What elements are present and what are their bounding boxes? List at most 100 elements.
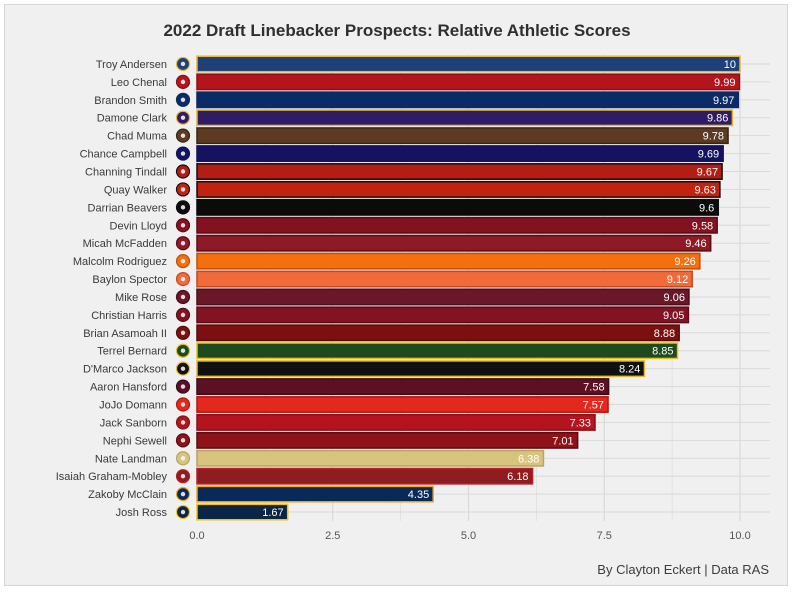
iu-logo-icon — [175, 236, 191, 251]
value-label: 9.69 — [698, 149, 719, 161]
cowboy-icon — [175, 128, 191, 143]
bar — [196, 109, 734, 127]
caption: By Clayton Eckert | Data RAS — [597, 562, 769, 577]
x-tick-label: 5.0 — [461, 530, 476, 542]
category-label: Quay Walker — [104, 184, 168, 196]
category-label: Mike Rose — [115, 292, 167, 304]
value-label: 9.05 — [663, 310, 684, 322]
logo-mark — [180, 115, 186, 120]
value-label: 7.58 — [583, 382, 604, 394]
bu-logo-icon — [175, 343, 191, 358]
logo-mark — [180, 61, 186, 67]
bar — [196, 449, 545, 467]
category-label: Jack Sanborn — [100, 417, 167, 429]
bar — [196, 306, 690, 324]
bar — [196, 342, 679, 360]
logo-mark — [180, 402, 186, 407]
drum-u-icon — [175, 433, 191, 448]
value-label: 8.85 — [652, 346, 673, 358]
logo-mark — [180, 330, 186, 336]
value-label: 9.86 — [707, 113, 728, 125]
atm-logo-icon — [175, 379, 191, 394]
ole-miss-icon — [175, 146, 191, 161]
bar — [196, 503, 289, 521]
value-label: 9.97 — [713, 95, 734, 107]
value-label: 9.58 — [692, 220, 713, 232]
value-label: 6.38 — [518, 453, 539, 465]
value-label: 8.88 — [654, 328, 675, 340]
logo-mark — [180, 97, 186, 103]
logo-mark — [180, 294, 186, 300]
g-logo-icon — [175, 182, 191, 197]
logo-mark — [180, 133, 186, 138]
bc-logo-icon — [175, 469, 191, 484]
category-label: Darrian Beavers — [88, 202, 168, 214]
logo-mark — [180, 169, 186, 174]
bar — [196, 288, 690, 306]
value-label: 8.24 — [619, 364, 640, 376]
logo-mark — [180, 240, 186, 246]
x-tick-label: 2.5 — [325, 530, 340, 542]
category-label: Nate Landman — [95, 453, 167, 465]
ou-logo-icon — [175, 325, 191, 340]
w-logo-icon — [175, 415, 191, 430]
category-label: Chance Campbell — [80, 149, 167, 161]
logo-mark — [180, 384, 186, 389]
logo-mark — [180, 420, 186, 425]
category-label: Leo Chenal — [111, 77, 167, 89]
category-label: Micah McFadden — [83, 238, 167, 250]
category-label: Nephi Sewell — [103, 435, 167, 447]
husky-icon — [175, 110, 191, 125]
bar — [196, 163, 723, 180]
ring-a-icon — [175, 307, 191, 322]
bar — [196, 73, 741, 91]
logo-mark — [180, 276, 186, 282]
x-tick-label: 7.5 — [597, 530, 612, 542]
bar — [196, 234, 712, 252]
bar — [196, 324, 680, 342]
logo-mark — [180, 366, 186, 371]
bar — [196, 180, 721, 198]
bar — [196, 467, 534, 485]
category-label: Channing Tindall — [85, 167, 167, 179]
bars — [196, 55, 741, 521]
bar — [196, 378, 610, 396]
category-label: Zakoby McClain — [88, 489, 167, 501]
category-label: Damone Clark — [97, 113, 168, 125]
value-label: 9.12 — [667, 274, 688, 286]
value-label: 10 — [724, 59, 736, 71]
value-label: 6.18 — [507, 471, 528, 483]
value-label: 9.78 — [703, 131, 724, 143]
logo-mark — [180, 348, 186, 353]
logo-mark — [180, 258, 186, 264]
m-logo-icon — [175, 504, 191, 520]
value-label: 9.26 — [674, 256, 695, 268]
chart-frame: 2022 Draft Linebacker Prospects: Relativ… — [4, 4, 788, 586]
bar — [196, 396, 609, 413]
drum-u-icon — [175, 218, 191, 233]
logo-mark — [180, 205, 186, 210]
bar — [196, 360, 646, 378]
x-tick-label: 10.0 — [729, 530, 750, 542]
logo-mark — [180, 151, 186, 156]
bar — [196, 216, 718, 234]
chart-title: 2022 Draft Linebacker Prospects: Relativ… — [163, 21, 631, 40]
bar — [196, 127, 729, 145]
value-label: 9.46 — [685, 238, 706, 250]
value-label: 7.01 — [552, 435, 573, 447]
logo-mark — [180, 473, 186, 479]
category-label: Troy Andersen — [96, 59, 167, 71]
category-label: JoJo Domann — [99, 400, 167, 412]
cyclone-icon — [175, 289, 191, 305]
value-label: 1.67 — [262, 507, 283, 519]
category-label: Brian Asamoah II — [83, 328, 167, 340]
bar — [196, 252, 701, 270]
category-label: Brandon Smith — [94, 95, 167, 107]
value-label: 7.57 — [583, 400, 604, 412]
value-label: 9.06 — [664, 292, 685, 304]
category-label: Christian Harris — [91, 310, 167, 322]
mountain-goat-icon — [175, 56, 191, 72]
logo-mark — [180, 79, 186, 85]
bar — [196, 413, 596, 431]
w-logo-icon — [175, 74, 191, 89]
